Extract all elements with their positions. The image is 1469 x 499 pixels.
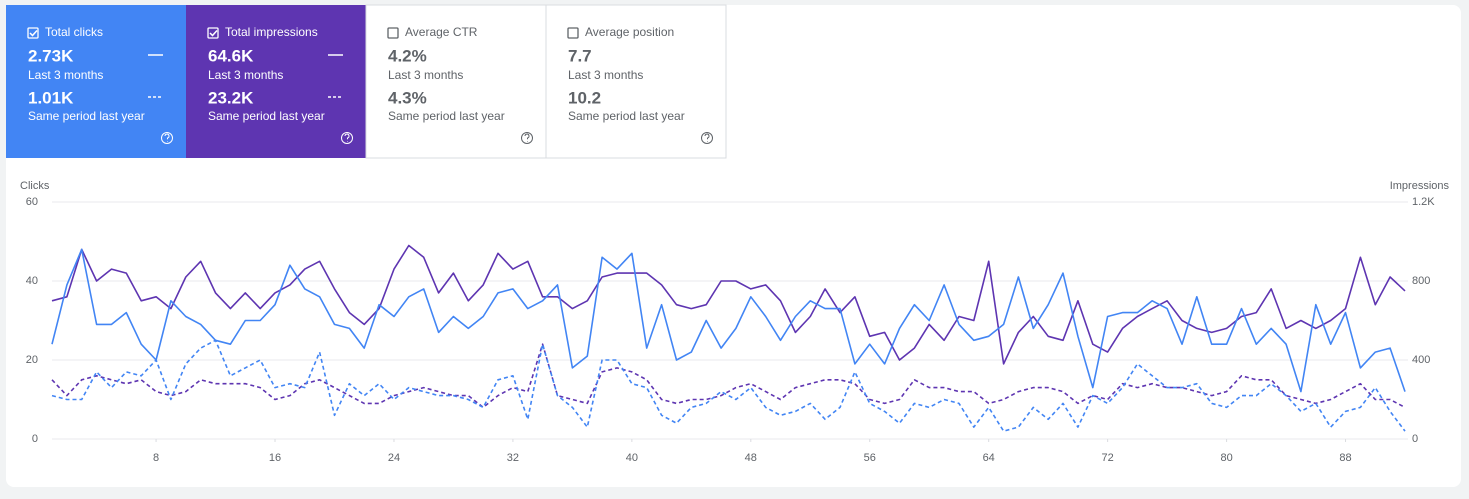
checkbox bbox=[207, 27, 219, 39]
card-label: Average CTR bbox=[405, 25, 478, 39]
x-tick-label: 88 bbox=[1339, 452, 1351, 464]
card-prior-value: 23.2K bbox=[208, 88, 254, 107]
card-label: Total impressions bbox=[225, 25, 318, 39]
x-tick-label: 48 bbox=[745, 452, 757, 464]
x-tick-label: 8 bbox=[153, 452, 159, 464]
card-prior-period: Same period last year bbox=[28, 109, 145, 123]
series-line bbox=[51, 248, 1406, 393]
x-tick-label: 56 bbox=[864, 452, 876, 464]
card-prior-value: 1.01K bbox=[28, 88, 74, 107]
x-tick-label: 16 bbox=[269, 452, 281, 464]
help-icon bbox=[701, 132, 713, 144]
checkmark bbox=[209, 29, 218, 37]
checkbox bbox=[27, 27, 39, 39]
card-prior-value: 10.2 bbox=[568, 88, 601, 107]
checkbox bbox=[387, 27, 399, 39]
card-value: 64.6K bbox=[208, 46, 254, 65]
y-tick-label: 40 bbox=[26, 275, 38, 287]
card-label: Average position bbox=[585, 25, 674, 39]
card-period: Last 3 months bbox=[568, 68, 643, 82]
card-value: 4.2% bbox=[388, 46, 427, 65]
metric-card[interactable]: Average CTR 4.2% Last 3 months 4.3% Same per… bbox=[365, 4, 547, 159]
card-prior-period: Same period last year bbox=[388, 109, 505, 123]
card-value: 2.73K bbox=[28, 46, 74, 65]
help-icon bbox=[341, 132, 353, 144]
help-icon bbox=[161, 132, 173, 144]
x-tick-label: 72 bbox=[1102, 452, 1114, 464]
card-period: Last 3 months bbox=[388, 68, 463, 82]
help-mark bbox=[524, 133, 530, 142]
series-line bbox=[51, 343, 1406, 409]
card-prior-period: Same period last year bbox=[568, 109, 685, 123]
y2-tick-label: 800 bbox=[1412, 275, 1430, 287]
card-prior-value: 4.3% bbox=[388, 88, 427, 107]
help-mark bbox=[164, 133, 170, 142]
card-background bbox=[365, 4, 547, 159]
checkbox bbox=[567, 27, 579, 39]
x-tick-label: 24 bbox=[388, 452, 400, 464]
x-tick-label: 80 bbox=[1220, 452, 1232, 464]
y-tick-label: 20 bbox=[26, 354, 38, 366]
series-line bbox=[51, 244, 1406, 365]
help-mark bbox=[344, 133, 350, 142]
y2-axis-label: Impressions bbox=[1390, 180, 1450, 192]
series-line bbox=[51, 339, 1406, 432]
card-period: Last 3 months bbox=[28, 68, 103, 82]
help-mark bbox=[704, 133, 710, 142]
metric-card[interactable]: Average position 7.7 Last 3 months 10.2 Same… bbox=[545, 4, 727, 159]
y-tick-label: 0 bbox=[32, 433, 38, 445]
card-label: Total clicks bbox=[45, 25, 103, 39]
card-background bbox=[545, 4, 727, 159]
x-tick-label: 40 bbox=[626, 452, 638, 464]
y2-tick-label: 400 bbox=[1412, 354, 1430, 366]
x-tick-label: 32 bbox=[507, 452, 519, 464]
checkmark bbox=[29, 29, 38, 37]
x-tick-label: 64 bbox=[983, 452, 995, 464]
metric-card[interactable]: Total impressions 64.6K Last 3 months 23.2K… bbox=[186, 5, 366, 158]
card-value: 7.7 bbox=[568, 46, 592, 65]
help-icon bbox=[521, 132, 533, 144]
y-tick-label: 60 bbox=[26, 196, 38, 208]
card-prior-period: Same period last year bbox=[208, 109, 325, 123]
y2-tick-label: 0 bbox=[1412, 433, 1418, 445]
metric-card[interactable]: Total clicks 2.73K Last 3 months 1.01K Same … bbox=[6, 5, 186, 158]
y2-tick-label: 1.2K bbox=[1412, 196, 1435, 208]
card-period: Last 3 months bbox=[208, 68, 283, 82]
y-axis-label: Clicks bbox=[20, 180, 50, 192]
